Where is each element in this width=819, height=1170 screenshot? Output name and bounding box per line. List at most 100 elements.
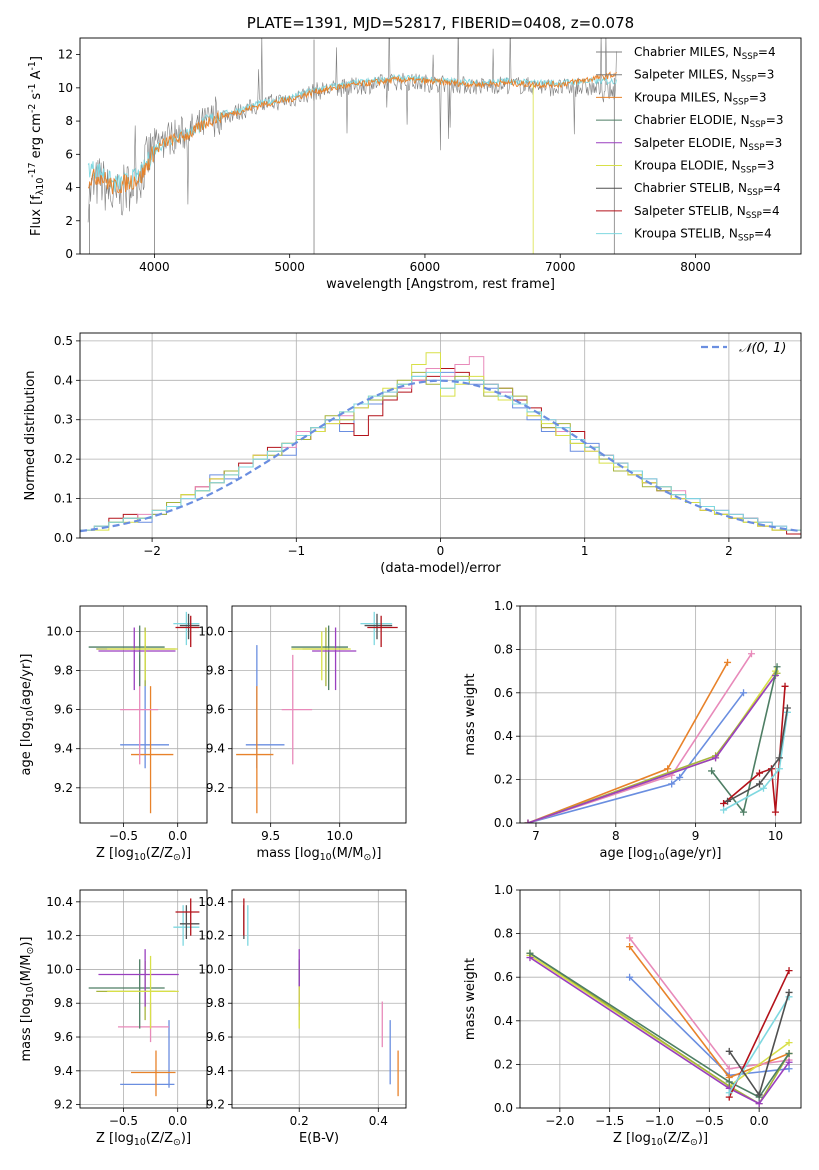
weight-marker [775,765,783,773]
weight-line-darkgray [727,707,789,803]
weight-marker [725,1065,733,1073]
y-tick-label: 0.0 [494,1101,513,1115]
y-axis-label: Flux [fλ10​-17​ erg cm-2​ s-1​ A-1​] [27,56,46,236]
weight-marker [783,704,791,712]
x-tick-label: −0.5 [109,829,138,843]
y-tick-label: 9.6 [54,703,73,717]
y-tick-label: 10.0 [46,962,73,976]
x-tick-label: 5000 [274,260,305,274]
y-tick-label: 8 [65,114,73,128]
weight-marker [724,658,732,666]
weight-marker [771,808,779,816]
x-tick-label: 0.4 [369,1114,388,1128]
x-tick-label: −1.0 [645,1114,674,1128]
weight-marker [524,819,532,823]
y-tick-label: 0.5 [54,334,73,348]
axes-frame [79,332,802,539]
y-tick-label: 1.0 [494,883,513,897]
x-tick-label: −2.0 [545,1114,574,1128]
plot-area [243,898,399,1097]
weight-marker [724,797,732,805]
x-tick-label: 8000 [680,260,711,274]
x-tick-label: −1 [287,544,305,558]
histogram-yellow [80,352,801,531]
y-tick-label: 0.6 [494,686,513,700]
plot-area [88,611,200,814]
x-axis-label: E(B-V) [299,1131,339,1146]
x-tick-label: 0.0 [168,829,187,843]
weight-marker [526,949,534,957]
legend-label: Chabrier ELODIE, NSSP​=3 [634,113,783,130]
weight-line-purple [529,956,790,1105]
chart-5: 7 8 9 10 0.0 0.2 0.4 0.6 0.8 1.0 age [log10​(age/y… [463,599,802,863]
weight-marker [785,1050,793,1057]
weight-marker [785,1039,793,1047]
y-tick-label: 9.2 [206,1098,225,1112]
x-axis-label: age [log10​(age/yr)] [600,846,722,863]
y-tick-label: 2 [65,214,73,228]
weight-marker [785,1065,793,1073]
x-tick-label: 6000 [410,260,441,274]
y-tick-label: 0.4 [54,373,73,387]
weight-marker [759,784,767,792]
x-tick-label: 8 [612,829,620,843]
y-tick-label: 9.6 [206,1030,225,1044]
axes-frame [231,605,407,824]
x-tick-label: −0.5 [109,1114,138,1128]
x-axis-label: wavelength [Angstrom, rest frame] [326,277,555,292]
legend-label: 𝒩(0, 1) [739,341,786,356]
chart-1: 4000 5000 6000 7000 8000 0 2 4 6 8 10 12 wavelength … [27,14,802,292]
plot-area [88,898,200,1097]
x-tick-label: −1.5 [595,1114,624,1128]
chart-3: −0.5 0.0 9.2 9.4 9.6 9.8 10.0 Z [log10​(Z/Z⊙​)]… [19,605,208,863]
y-tick-label: 1.0 [494,599,513,613]
chart-title: PLATE=1391, MJD=52817, FIBERID=0408, z=0… [247,14,634,32]
chart-2: −2 −1 0 1 2 0.0 0.1 0.2 0.3 0.4 0.5 (data-model)/er… [23,332,802,576]
y-tick-label: 0 [65,247,73,261]
weight-marker [725,1047,733,1055]
weight-line-blue [527,692,745,823]
x-tick-label: 0.0 [750,1114,769,1128]
x-tick-label: 10.0 [326,829,353,843]
weight-marker [626,973,634,981]
y-tick-label: 10.0 [198,624,225,638]
weight-line-cyan [728,996,790,1094]
y-tick-label: 0.2 [494,773,513,787]
y-tick-label: 9.4 [54,742,73,756]
y-axis-label: Normed distribution [23,371,38,501]
x-tick-label: 9 [692,829,700,843]
weight-marker [755,780,763,788]
weight-marker [712,754,720,762]
y-tick-label: 0.4 [494,729,513,743]
y-tick-label: 9.4 [54,1064,73,1078]
chart-4: 9.5 10.0 9.2 9.4 9.6 9.8 10.0 mass [log10​(M/M⊙… [198,605,407,863]
weight-marker [676,773,684,781]
weight-marker [785,1058,793,1066]
chart-7: 0.2 0.4 9.2 9.4 9.6 9.8 10.0 10.2 10.4 E(B-V) [198,889,407,1146]
plot-area [524,650,791,823]
weight-line-purple [527,674,777,823]
plot-area [526,934,793,1108]
y-tick-label: 0.2 [54,452,73,466]
axes-frame [231,889,407,1109]
weight-marker [775,754,783,762]
y-tick-label: 10.0 [198,962,225,976]
x-axis-label: Z [log10​(Z/Z⊙​)] [613,1131,708,1148]
weight-marker [755,1091,763,1099]
x-axis-label: mass [log10​(M/M⊙​)] [257,846,382,863]
y-tick-label: 4 [65,181,73,195]
chart-8: −2.0 −1.5 −1.0 −0.5 0.0 0.0 0.2 0.4 0.6 0.8 1.0 Z [… [463,883,802,1148]
x-tick-label: 0.0 [168,1114,187,1128]
weight-marker [664,765,672,773]
y-tick-label: 10.4 [198,895,225,909]
weight-marker [785,988,793,996]
y-tick-label: 9.6 [206,703,225,717]
x-tick-label: 2 [725,544,733,558]
y-tick-label: 0.1 [54,492,73,506]
weight-marker [668,780,676,788]
x-tick-label: 7 [532,829,540,843]
y-tick-label: 10.2 [198,929,225,943]
chart-6: −0.5 0.0 9.2 9.4 9.6 9.8 10.0 10.2 10.4 Z [log10​… [19,889,208,1148]
legend-label: Kroupa STELIB, NSSP​=4 [634,227,772,244]
y-tick-label: 9.4 [206,1064,225,1078]
